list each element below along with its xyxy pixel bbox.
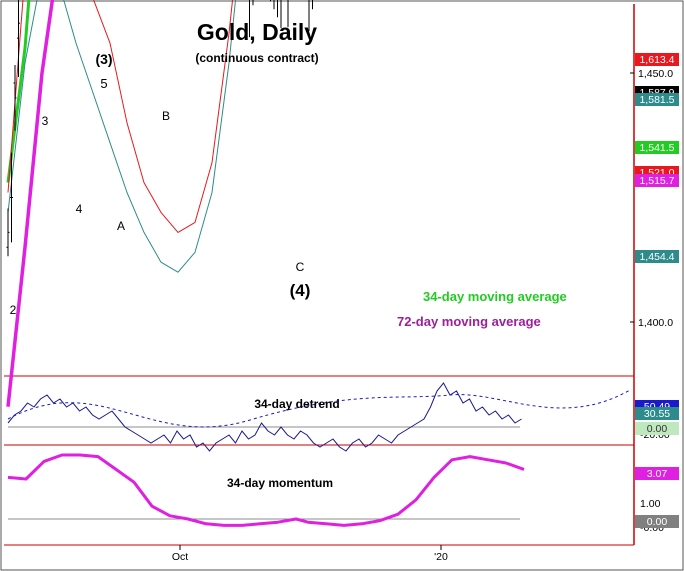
- price-badge-label: 1,581.5: [639, 94, 674, 106]
- detrend-badge-label: 30.55: [644, 408, 670, 420]
- legend-34-day-ma: 34-day moving average: [423, 289, 567, 304]
- detrend-badge-label: 0.00: [647, 423, 668, 435]
- momentum-badge-label: 0.00: [647, 516, 668, 528]
- wave-label-3: 3: [42, 114, 49, 128]
- price-badge-label: 1,541.5: [639, 142, 674, 154]
- price-bars: [6, 0, 313, 257]
- momentum-panel: 1.00-0.003.070.00: [7, 453, 679, 534]
- axes: 1,400.01,450.01,500.01,550.01,600.01,613…: [172, 53, 679, 563]
- price-badge: [635, 250, 679, 263]
- wave-label-c: C: [296, 260, 305, 274]
- x-tick-label: '20: [434, 551, 448, 563]
- x-tick-label: Oct: [172, 551, 188, 563]
- wave-label-4: 4: [76, 202, 83, 216]
- chart-title: Gold, Daily: [197, 19, 317, 45]
- lower-teal-band: [7, 0, 237, 273]
- wave-label-4-primary: (4): [290, 281, 311, 300]
- momentum-badge-label: 3.07: [647, 468, 668, 480]
- momentum-panel-label: 34-day momentum: [227, 476, 333, 490]
- price-badge: [635, 141, 679, 154]
- price-badge-label: 1,454.4: [639, 251, 674, 263]
- price-badge: [635, 93, 679, 106]
- momentum-line: [7, 453, 525, 527]
- price-badge: [635, 53, 679, 66]
- detrend-line: [7, 382, 522, 452]
- detrend-badge: [635, 407, 679, 420]
- detrend-badge: [635, 422, 679, 435]
- price-badge: [635, 174, 679, 187]
- legend-72-day-ma: 72-day moving average: [397, 314, 541, 329]
- price-badge-label: 1,515.7: [639, 175, 674, 187]
- wave-label-a: A: [117, 219, 125, 233]
- y-tick-label: 1,450.0: [638, 68, 673, 80]
- detrend-projection: [7, 389, 631, 428]
- y-tick-label: 1,400.0: [638, 317, 673, 329]
- chart-subtitle: (continuous contract): [195, 51, 318, 65]
- detrend-panel: -20.0050.4930.550.00: [7, 382, 679, 452]
- price-badge-label: 1,613.4: [639, 54, 674, 66]
- wave-label-3-primary: (3): [95, 51, 112, 67]
- main-price-panel: (3) 5 3 B 4 A 2 C (4): [6, 0, 313, 407]
- detrend-panel-label: 34-day detrend: [254, 397, 339, 411]
- momentum-badge: [635, 515, 679, 528]
- momentum-tick-label: 1.00: [640, 498, 661, 510]
- wave-label-2: 2: [10, 303, 17, 317]
- lower-red-band: [7, 0, 234, 233]
- wave-label-5: 5: [100, 76, 107, 91]
- wave-label-b: B: [162, 109, 170, 123]
- momentum-badge: [635, 467, 679, 480]
